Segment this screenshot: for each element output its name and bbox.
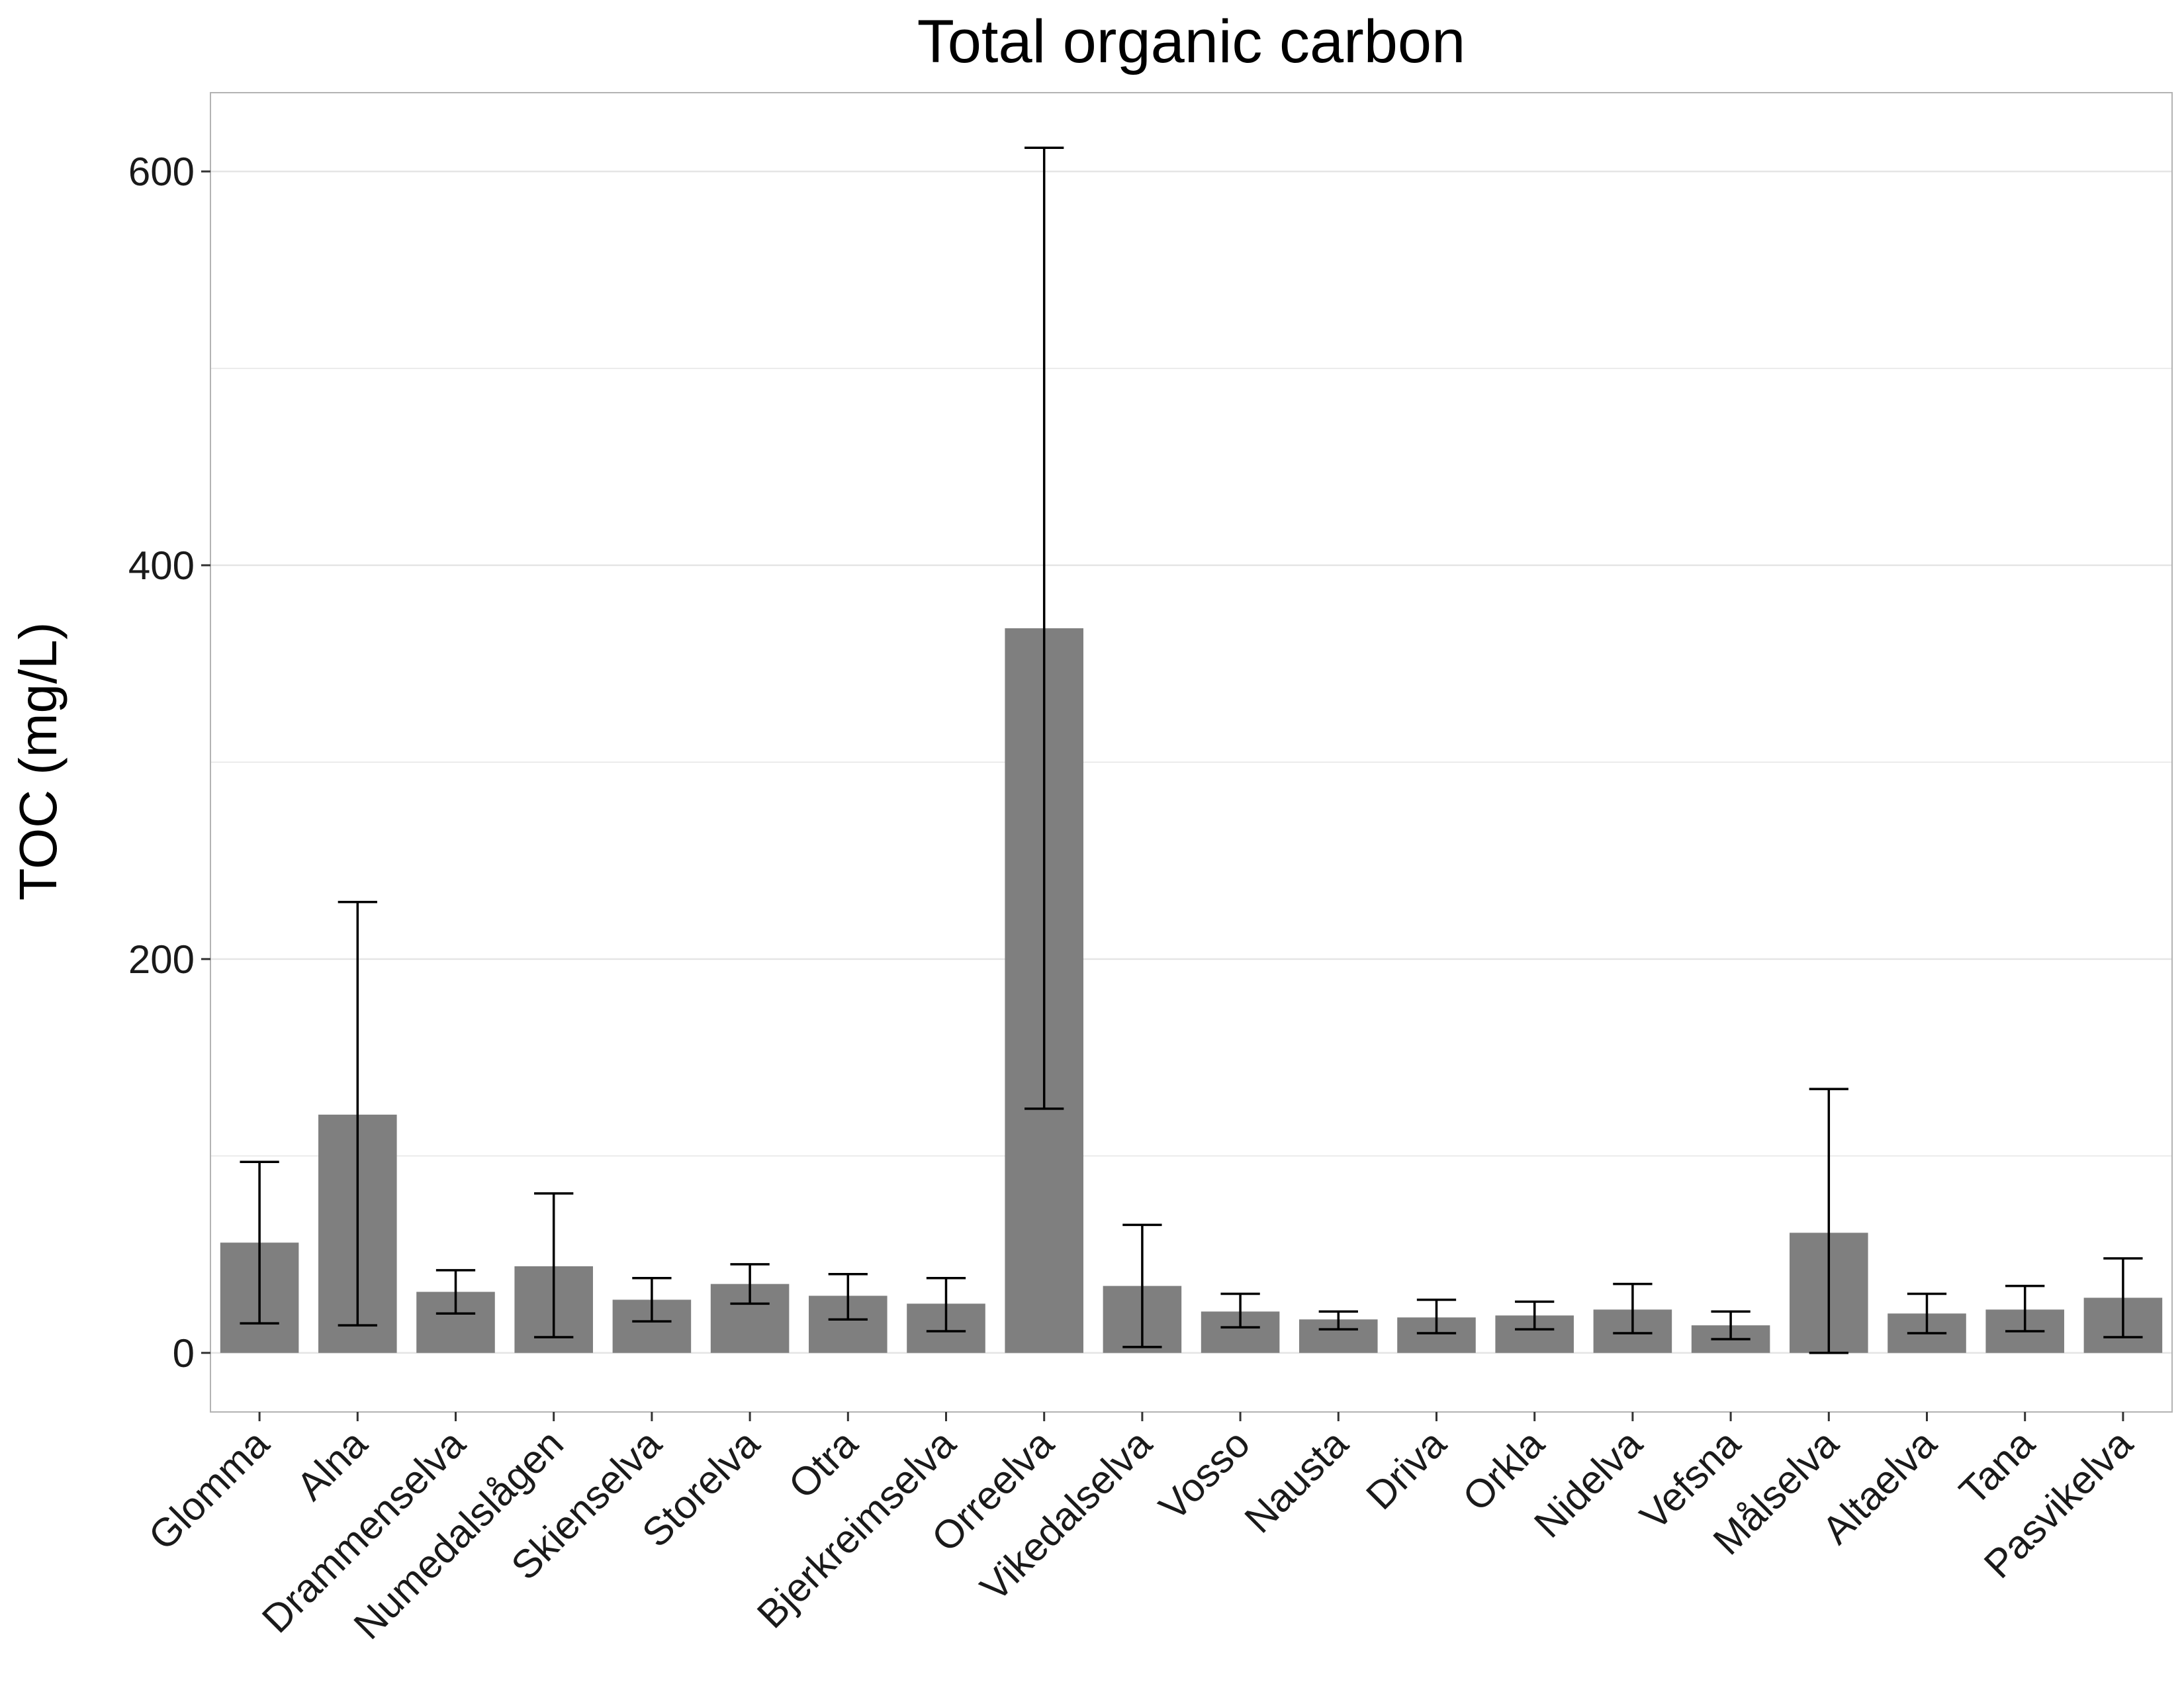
- error-bar-3: [435, 1269, 476, 1315]
- x-tick-label: Alna: [288, 1421, 376, 1509]
- error-bars: [240, 146, 2143, 1354]
- error-bar-13: [1416, 1298, 1457, 1335]
- plot-panel-border: [210, 92, 2173, 1413]
- error-bar-12: [1318, 1310, 1358, 1331]
- x-tick-label: Nidelva: [1525, 1421, 1651, 1546]
- x-tick-label: Nausta: [1236, 1421, 1357, 1541]
- error-bar-15: [1613, 1282, 1653, 1335]
- y-tick-label: 600: [128, 150, 195, 194]
- y-tick-label: 200: [128, 937, 195, 982]
- y-axis-ticks: 0 200 400 600: [128, 150, 210, 1376]
- error-bar-4: [534, 1192, 574, 1338]
- error-bar-20: [2103, 1257, 2143, 1338]
- x-tick-label: Driva: [1357, 1421, 1455, 1518]
- error-bar-5: [632, 1276, 672, 1323]
- error-bar-19: [2005, 1284, 2045, 1333]
- x-tick-label: Tana: [1951, 1421, 2044, 1513]
- error-bar-17: [1809, 1088, 1848, 1354]
- x-tick-label: Glomma: [140, 1421, 278, 1558]
- chart-title: Total organic carbon: [917, 8, 1466, 75]
- error-bar-18: [1907, 1292, 1947, 1335]
- error-bar-9: [1024, 146, 1064, 1110]
- error-bar-6: [730, 1263, 770, 1305]
- x-tick-label: Vikedalselva: [972, 1421, 1160, 1609]
- error-bar-7: [828, 1273, 868, 1321]
- error-bar-1: [240, 1160, 279, 1325]
- x-tick-label: Otra: [780, 1421, 866, 1507]
- error-bar-16: [1711, 1310, 1751, 1340]
- gridlines: [210, 170, 2172, 1354]
- error-bar-11: [1220, 1292, 1260, 1329]
- error-bar-2: [338, 900, 377, 1327]
- x-axis-ticks: Glomma AlnaDrammenselvaNumedalslågenSkien…: [140, 1412, 2142, 1648]
- y-axis-label: TOC (mg/L): [9, 622, 68, 901]
- y-tick-label: 400: [128, 543, 195, 588]
- bars: [220, 628, 2163, 1353]
- error-bar-8: [926, 1276, 966, 1333]
- error-bar-14: [1515, 1300, 1555, 1331]
- error-bar-10: [1122, 1223, 1162, 1348]
- y-tick-label: 0: [173, 1331, 195, 1376]
